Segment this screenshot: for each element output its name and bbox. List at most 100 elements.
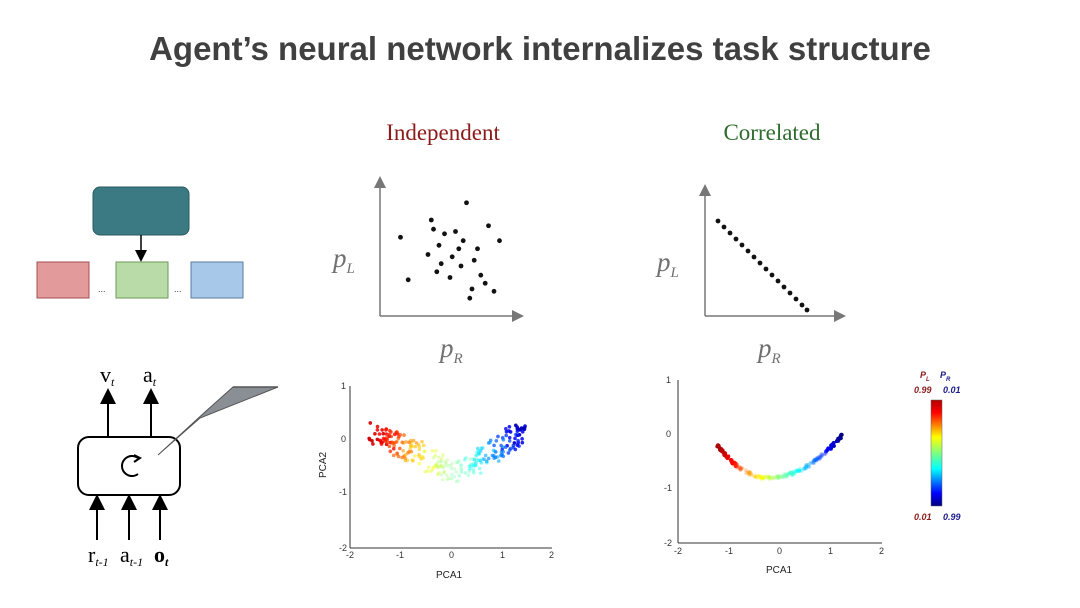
pca1-point-144 [442,469,447,474]
pca1-point-176 [449,476,454,481]
pca2-point-182 [802,466,807,470]
pca2-point-19 [807,464,811,469]
pca1-point-235 [520,440,525,445]
pca2-point-80 [822,452,827,457]
pca1-point-0 [408,446,412,451]
ellipsis-right: ... [174,284,182,294]
pca2-point-9 [804,463,809,467]
pca1-point-242 [392,432,397,437]
pca2-point-229 [717,445,722,450]
corr-point-1 [721,224,727,230]
pca1-point-115 [513,423,518,428]
colorbar-top-left: 0.99 [914,385,932,395]
pca2-point-109 [784,474,789,479]
pca2-point-92 [767,476,771,481]
pca1-point-223 [488,440,492,445]
pca2-point-21 [747,470,752,475]
corr-point-3 [733,236,739,242]
pca1-point-93 [390,441,395,446]
correlated-points [715,218,810,313]
pca1-point-158 [456,459,461,463]
pca2-point-212 [777,475,782,480]
middle-node [115,261,169,299]
pca2-point-89 [761,475,766,480]
indep-point-14 [471,257,477,263]
pca1-xtick-m2: -2 [346,550,354,560]
pca1-point-177 [503,426,508,431]
pca2-point-183 [790,472,795,477]
corr-point-11 [781,284,787,290]
pca1-point-170 [493,449,497,454]
pca1-point-248 [473,459,478,464]
corr-point-2 [727,230,733,236]
pca1-point-224 [375,437,380,442]
pca1-point-241 [475,450,479,455]
pca1-point-206 [420,439,424,444]
pca1-point-63 [454,479,459,484]
pca2-point-232 [826,446,831,451]
pca1-point-48 [400,455,404,460]
pca2-point-165 [743,468,748,473]
pca2-point-8 [808,461,812,466]
input-r-label: rt-1 [88,542,109,569]
pca2-point-123 [779,475,783,479]
pca2-point-28 [789,470,794,475]
pca1-point-96 [397,434,401,439]
pca1-point-131 [441,453,445,457]
pca2-point-39 [752,474,757,478]
pca2-xlabel: PCA1 [766,565,793,576]
pca2-point-157 [763,474,768,479]
pca1-point-146 [450,461,454,466]
correlated-pca-plot: 1 0 -1 -2 -2 -1 0 1 2 PCA1 [664,375,884,576]
pca2-point-33 [769,475,773,480]
pca1-point-259 [479,460,484,465]
corr-point-7 [757,260,763,266]
pca2-xtick-2: 2 [879,546,884,556]
pca1-point-232 [464,456,468,460]
pca2-point-143 [803,466,808,471]
pca1-point-237 [517,444,521,448]
pca2-point-161 [776,474,781,478]
pca2-point-4 [772,476,776,481]
pca1-point-194 [422,449,427,454]
pca1-point-219 [443,460,448,464]
pca2-point-59 [812,457,817,462]
pca2-point-66 [806,462,811,467]
pca1-point-123 [455,460,460,465]
pca1-point-243 [392,444,396,448]
pca1-point-25 [439,456,444,461]
pca1-point-231 [482,457,486,462]
pca1-point-30 [373,432,377,436]
pca1-point-202 [474,461,478,465]
pca2-point-163 [771,475,775,480]
pca1-point-247 [445,473,449,478]
pca2-ytick-0: 0 [666,429,671,439]
pca2-point-53 [817,454,821,459]
pca1-point-36 [474,453,478,458]
pca1-xlabel: PCA1 [436,570,463,581]
indep-point-23 [434,269,440,275]
indep-point-5 [436,242,442,248]
pca2-point-214 [740,466,745,471]
pca2-point-201 [795,469,799,474]
pca2-point-124 [811,459,816,464]
pca2-point-97 [792,469,797,474]
pca2-point-222 [824,449,829,454]
pca1-point-236 [407,440,411,445]
pca2-point-237 [804,464,809,469]
pca2-point-227 [804,465,809,470]
pca1-point-100 [411,438,416,443]
pca2-point-230 [839,432,844,437]
pca2-point-73 [793,470,798,475]
pca1-point-125 [388,449,393,454]
pca1-point-226 [410,444,415,449]
pca1-point-138 [454,470,459,474]
pca1-point-7 [417,447,422,451]
corr-point-6 [751,254,757,260]
pca1-point-58 [421,443,426,448]
pca1-point-122 [471,468,476,472]
pca1-point-253 [507,429,511,433]
pca1-point-157 [441,465,446,470]
pca2-point-22 [802,467,807,471]
pca1-point-155 [375,428,380,432]
